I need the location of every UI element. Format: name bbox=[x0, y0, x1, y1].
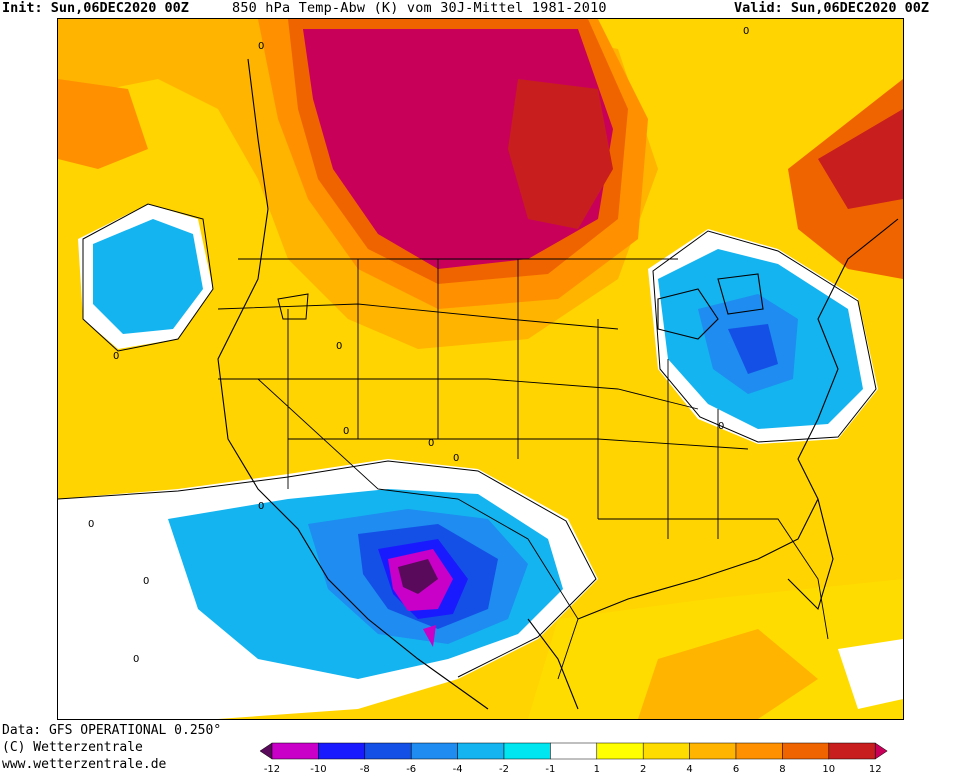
contour-label: 0 bbox=[143, 576, 149, 587]
legend-tick-label: 4 bbox=[686, 764, 692, 775]
legend-tick-label: -1 bbox=[545, 764, 555, 775]
field-ne-hot bbox=[818, 109, 903, 209]
field-pac-cold bbox=[93, 219, 203, 334]
contour-label: 0 bbox=[428, 438, 434, 449]
legend-tick-label: -10 bbox=[310, 764, 326, 775]
field-east-cold3 bbox=[728, 324, 778, 374]
legend-tick-label: 1 bbox=[594, 764, 600, 775]
legend-tick-label: -4 bbox=[453, 764, 463, 775]
field-atl-neutral bbox=[838, 639, 903, 709]
legend-swatch bbox=[689, 742, 737, 760]
contour-label: 0 bbox=[88, 519, 94, 530]
legend-tick-label: -2 bbox=[499, 764, 509, 775]
valid-time: Valid: Sun,06DEC2020 00Z bbox=[734, 0, 930, 16]
legend-tick-label: -8 bbox=[360, 764, 370, 775]
color-legend: -12 -10 -8 -6 -4 -2 -1 1 2 4 6 8 10 12 bbox=[258, 741, 958, 780]
contour-label-group: 0 0 0 0 0 0 0 0 0 0 0 0 bbox=[88, 26, 749, 665]
anomaly-map: 0 0 0 0 0 0 0 0 0 0 0 0 bbox=[58, 19, 903, 719]
legend-tick-label: -12 bbox=[264, 764, 280, 775]
legend-cap-left bbox=[259, 742, 273, 760]
field-sw-cold7 bbox=[423, 625, 436, 647]
legend-tick-label: 2 bbox=[640, 764, 646, 775]
copyright-label: (C) Wetterzentrale bbox=[2, 740, 143, 755]
data-source-label: Data: GFS OPERATIONAL 0.250° bbox=[2, 723, 222, 738]
legend-swatch bbox=[410, 742, 458, 760]
contour-label: 0 bbox=[718, 421, 724, 432]
contour-label: 0 bbox=[453, 453, 459, 464]
legend-tick-label: -6 bbox=[406, 764, 416, 775]
header-bar: Init: Sun,06DEC2020 00Z 850 hPa Temp-Abw… bbox=[0, 0, 960, 18]
legend-cap-right bbox=[874, 742, 888, 760]
contour-label: 0 bbox=[113, 351, 119, 362]
field-warm-dark bbox=[508, 79, 613, 229]
contour-label: 0 bbox=[343, 426, 349, 437]
legend-swatch bbox=[550, 742, 598, 760]
contour-label: 0 bbox=[133, 654, 139, 665]
legend-swatch bbox=[364, 742, 412, 760]
legend-swatch bbox=[596, 742, 644, 760]
field-nw-warm bbox=[58, 79, 148, 169]
field-sw-cold6 bbox=[398, 559, 438, 594]
contour-label: 0 bbox=[336, 341, 342, 352]
legend-swatch bbox=[642, 742, 690, 760]
legend-tick-label: 8 bbox=[779, 764, 785, 775]
legend-swatch bbox=[503, 742, 551, 760]
contour-label: 0 bbox=[258, 501, 264, 512]
legend-tick-label: 10 bbox=[822, 764, 835, 775]
map-panel[interactable]: 0 0 0 0 0 0 0 0 0 0 0 0 bbox=[57, 18, 904, 720]
contour-label: 0 bbox=[258, 41, 264, 52]
legend-swatch bbox=[271, 742, 319, 760]
init-time: Init: Sun,06DEC2020 00Z bbox=[2, 0, 189, 16]
legend-swatch bbox=[828, 742, 876, 760]
coastlines bbox=[217, 58, 899, 710]
website-label: www.wetterzentrale.de bbox=[2, 757, 167, 772]
political-boundaries bbox=[217, 258, 829, 680]
map-title: 850 hPa Temp-Abw (K) vom 30J-Mittel 1981… bbox=[232, 0, 607, 16]
footer-credits: Data: GFS OPERATIONAL 0.250° (C) Wetterz… bbox=[2, 722, 221, 773]
legend-swatch bbox=[318, 742, 366, 760]
legend-tick-label: 12 bbox=[869, 764, 882, 775]
zero-contours bbox=[58, 203, 877, 678]
legend-swatch bbox=[735, 742, 783, 760]
field-atl-orange bbox=[638, 629, 818, 719]
legend-tick-label: 6 bbox=[733, 764, 739, 775]
contour-label: 0 bbox=[743, 26, 749, 37]
legend-svg: -12 -10 -8 -6 -4 -2 -1 1 2 4 6 8 10 12 bbox=[259, 742, 888, 775]
legend-swatch bbox=[457, 742, 505, 760]
legend-swatch bbox=[782, 742, 830, 760]
